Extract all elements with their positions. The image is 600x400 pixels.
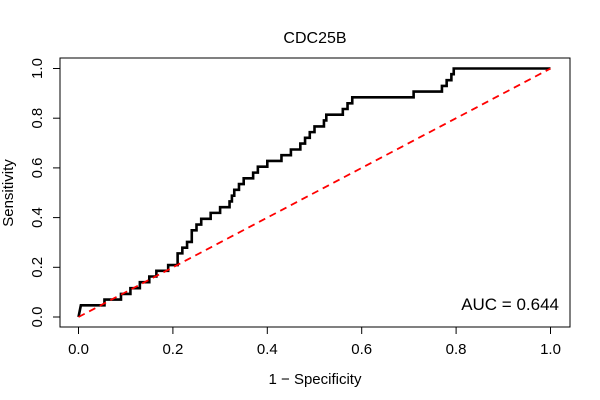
y-tick-label: 0.6 bbox=[29, 157, 46, 178]
x-tick-label: 0.0 bbox=[68, 341, 89, 358]
x-tick-label: 0.4 bbox=[257, 341, 278, 358]
axes-layer: 0.0 0.2 0.4 0.6 0.8 1.0 0.0 0.2 0.4 0.6 0.8 1.0 bbox=[29, 57, 571, 358]
y-tick-label: 0.4 bbox=[29, 207, 46, 228]
x-tick-label: 1.0 bbox=[540, 341, 561, 358]
x-axis-label: 1 − Specificity bbox=[269, 371, 362, 388]
y-tick-label: 1.0 bbox=[29, 58, 46, 79]
x-tick-label: 0.6 bbox=[351, 341, 372, 358]
y-tick-label: 0.2 bbox=[29, 257, 46, 278]
y-axis-label: Sensitivity bbox=[0, 159, 17, 227]
y-tick-label: 0.0 bbox=[29, 307, 46, 328]
x-tick-label: 0.2 bbox=[162, 341, 183, 358]
plot-layer bbox=[77, 67, 551, 318]
y-tick-label: 0.8 bbox=[29, 108, 46, 129]
chart-title: CDC25B bbox=[283, 30, 346, 47]
auc-annotation: AUC = 0.644 bbox=[461, 295, 559, 314]
reference-diagonal-line bbox=[78, 67, 551, 318]
x-tick-label: 0.8 bbox=[446, 341, 467, 358]
